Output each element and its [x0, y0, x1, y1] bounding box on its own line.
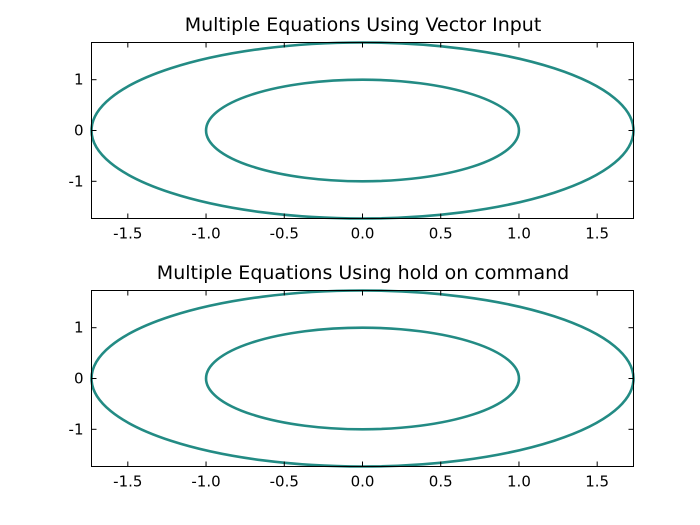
subplot-top: Multiple Equations Using Vector Input -1…: [69, 14, 635, 243]
x-tick-label: 1.0: [507, 225, 531, 243]
y-tick-label: 0: [74, 370, 84, 388]
series-curve-0: [204, 326, 521, 431]
x-tick-label: 0.0: [351, 225, 375, 243]
chart-title: Multiple Equations Using hold on command: [157, 262, 569, 284]
x-tick-label: -0.5: [270, 225, 299, 243]
chart-title: Multiple Equations Using Vector Input: [185, 14, 542, 36]
subplot-bottom: Multiple Equations Using hold on command…: [69, 262, 635, 491]
x-tick-label: 0.5: [429, 225, 453, 243]
y-tick-label: -1: [69, 172, 84, 190]
x-tick-label: 1.5: [585, 473, 609, 491]
x-tick-label: 0.0: [351, 473, 375, 491]
plot-area: -1.5 -1.0 -0.5 0.0 0.5 1.0 1.5 -1 0 1: [69, 41, 635, 243]
x-tick-label: 1.0: [507, 473, 531, 491]
x-tick-label: -1.0: [191, 473, 220, 491]
y-tick-label: 1: [74, 71, 84, 89]
y-tick-label: 1: [74, 319, 84, 337]
series-curve-0: [204, 78, 521, 183]
x-tick-label: -1.5: [113, 225, 142, 243]
x-tick-label: -0.5: [270, 473, 299, 491]
x-tick-label: -1.5: [113, 473, 142, 491]
y-tick-label: 0: [74, 122, 84, 140]
x-tick-label: 0.5: [429, 473, 453, 491]
x-tick-label: -1.0: [191, 225, 220, 243]
x-tick-label: 1.5: [585, 225, 609, 243]
axes-frame: [91, 290, 634, 467]
y-tick-label: -1: [69, 420, 84, 438]
axes-frame: [91, 42, 634, 219]
